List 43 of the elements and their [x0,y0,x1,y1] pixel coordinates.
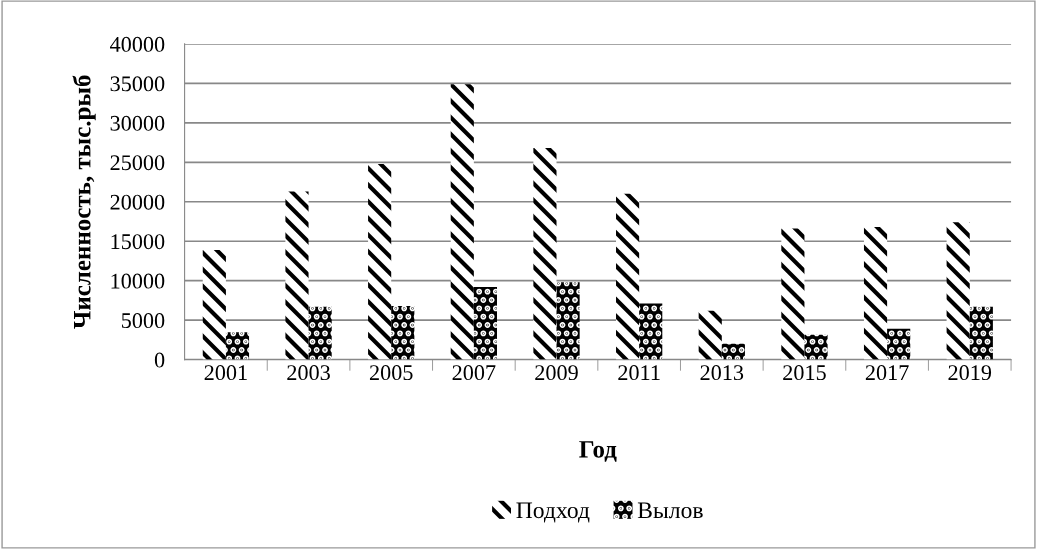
bar [804,334,828,360]
x-tick-label: 2017 [865,365,909,381]
y-tick-label: 5000 [121,313,165,329]
x-tick-label: 2019 [948,365,992,381]
x-tick-label: 2011 [618,365,660,381]
bar [721,343,745,360]
bar [863,227,888,360]
x-tick-label: 2005 [369,365,413,381]
y-tick-label: 35000 [110,76,165,92]
y-tick-label: 30000 [110,115,165,131]
bar [533,148,557,360]
y-tick-label: 20000 [110,194,165,210]
legend-label: Подход [516,502,590,523]
bar [556,282,580,360]
bar [225,332,250,360]
bar [616,193,640,360]
legend-label: Вылов [637,502,703,519]
x-tick-label: 2009 [535,365,578,381]
x-tick-label: 2015 [783,365,826,381]
x-axis-title: Год [579,441,617,462]
y-tick-label: 40000 [110,36,165,52]
y-tick-label: 25000 [110,155,165,171]
bar [781,228,805,360]
bar [285,191,309,360]
y-tick-label: 10000 [111,273,165,289]
bar [308,306,332,360]
x-tick-label: 2001 [204,365,247,381]
x-tick-label: 2003 [287,365,330,381]
bar [969,306,993,360]
bar [946,222,970,360]
bar [698,310,722,360]
bar [202,249,226,360]
x-tick-label: 2007 [452,365,496,381]
bar [639,303,663,360]
bar [473,286,497,360]
y-tick-label: 0 [154,352,165,368]
x-tick-label: 2013 [700,365,744,381]
bar [887,328,911,360]
bar [391,305,415,360]
y-tick-label: 15000 [111,234,165,250]
bar [450,84,474,360]
y-axis-title: Численность, тыс.рыб [72,75,96,329]
bar [368,163,392,360]
